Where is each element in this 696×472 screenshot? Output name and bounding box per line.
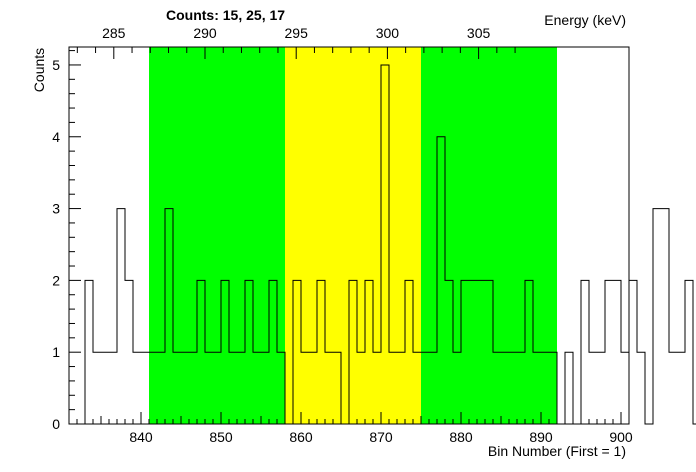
x-tick-label: 870 bbox=[369, 429, 393, 445]
y-tick-label: 4 bbox=[52, 129, 60, 145]
x-axis-title: Bin Number (First = 1) bbox=[488, 443, 626, 459]
x-tick-label: 850 bbox=[209, 429, 233, 445]
y-tick-label: 2 bbox=[52, 272, 60, 288]
region-bands bbox=[149, 47, 557, 424]
x-tick-label: 890 bbox=[529, 429, 553, 445]
energy-tick-label: 300 bbox=[376, 25, 400, 41]
chart-title: Counts: 15, 25, 17 bbox=[166, 7, 285, 23]
x-axis: 840 850 860 870 880 890 900 bbox=[68, 412, 633, 445]
region-band-right bbox=[421, 47, 557, 424]
energy-tick-label: 295 bbox=[285, 25, 309, 41]
y-axis: 0 1 2 3 4 5 bbox=[52, 50, 81, 432]
x-tick-label: 880 bbox=[449, 429, 473, 445]
region-band-left bbox=[149, 47, 285, 424]
histogram-line bbox=[84, 64, 696, 425]
y-tick-label: 3 bbox=[52, 201, 60, 217]
y-tick-label: 1 bbox=[52, 344, 60, 360]
energy-tick-label: 305 bbox=[467, 25, 491, 41]
x-tick-label: 860 bbox=[289, 429, 313, 445]
region-band-center bbox=[285, 47, 421, 424]
x-tick-label: 840 bbox=[129, 429, 153, 445]
x-tick-label: 900 bbox=[609, 429, 633, 445]
energy-tick-label: 290 bbox=[193, 25, 217, 41]
energy-axis: 285 290 295 300 305 bbox=[76, 25, 516, 59]
y-tick-label: 5 bbox=[52, 57, 60, 73]
y-axis-title: Counts bbox=[31, 48, 47, 92]
energy-tick-label: 285 bbox=[102, 25, 126, 41]
y-tick-label: 0 bbox=[52, 416, 60, 432]
energy-axis-title: Energy (keV) bbox=[544, 12, 626, 28]
